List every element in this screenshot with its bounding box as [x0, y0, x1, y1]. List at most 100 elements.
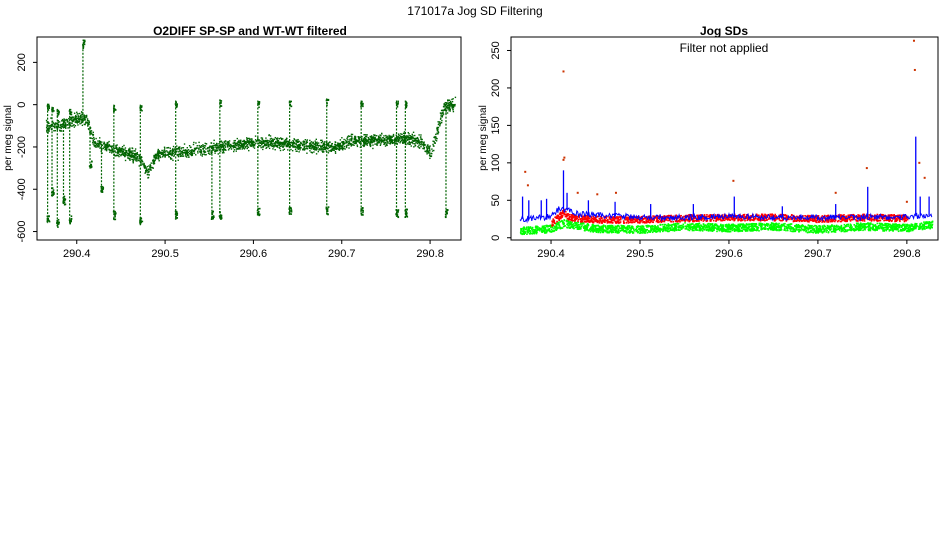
data-point — [125, 150, 128, 152]
data-point — [442, 113, 445, 115]
data-point — [738, 228, 741, 230]
data-point — [98, 141, 100, 144]
data-point — [569, 221, 571, 224]
data-point — [391, 142, 394, 145]
data-point — [213, 139, 215, 142]
data-point — [83, 117, 85, 120]
data-point — [643, 231, 646, 233]
data-point — [201, 155, 203, 157]
data-point — [680, 224, 683, 227]
data-point — [270, 140, 273, 142]
data-point — [147, 171, 149, 173]
data-point — [135, 155, 137, 157]
data-point — [858, 229, 861, 232]
data-point — [128, 158, 131, 160]
data-point — [418, 147, 421, 149]
data-point — [577, 224, 580, 226]
data-point — [135, 154, 137, 156]
data-point — [443, 106, 445, 108]
data-point — [339, 147, 342, 149]
data-point — [149, 166, 151, 168]
data-point — [328, 150, 330, 152]
data-point — [400, 135, 402, 138]
data-point — [670, 227, 672, 230]
plot-area-o2diff: 290.4 290.5 290.6 290.7 290.8-600-400-200020… — [16, 36, 462, 260]
data-point — [688, 225, 690, 228]
data-point — [248, 142, 250, 145]
data-point — [96, 144, 98, 146]
data-point — [724, 224, 727, 226]
data-point — [541, 227, 543, 229]
data-point — [109, 144, 111, 147]
data-point — [816, 229, 818, 231]
data-point — [362, 102, 364, 105]
data-point — [176, 150, 178, 152]
data-point — [58, 112, 60, 114]
data-point — [360, 104, 363, 107]
data-point — [406, 135, 408, 137]
data-point — [290, 145, 292, 147]
data-point — [213, 142, 215, 145]
data-point — [906, 227, 909, 230]
data-point — [437, 131, 440, 134]
data-point — [265, 143, 267, 145]
data-point — [114, 147, 117, 149]
data-point — [664, 223, 667, 226]
data-point — [410, 141, 413, 144]
data-point — [291, 149, 294, 152]
data-point — [649, 231, 652, 233]
data-point — [604, 225, 607, 228]
data-point — [436, 133, 438, 135]
data-point — [132, 160, 134, 163]
data-point — [312, 144, 314, 147]
data-point — [413, 139, 415, 142]
data-point — [299, 149, 301, 151]
data-point — [675, 224, 678, 227]
data-point — [258, 102, 261, 104]
data-point — [57, 221, 59, 224]
data-point — [308, 146, 311, 148]
data-point — [779, 225, 782, 227]
data-point — [572, 223, 575, 225]
data-point — [594, 225, 597, 227]
data-point — [70, 220, 72, 223]
data-point — [439, 122, 442, 125]
data-point — [249, 144, 251, 146]
data-point — [74, 118, 77, 120]
data-point — [884, 226, 886, 229]
data-point — [110, 152, 113, 154]
data-point — [81, 118, 83, 121]
data-point — [161, 149, 163, 152]
data-point — [417, 137, 419, 140]
data-point — [279, 141, 282, 143]
data-point — [255, 142, 257, 144]
data-point — [298, 147, 301, 149]
data-point — [407, 138, 409, 140]
data-point — [233, 145, 236, 147]
data-point — [389, 142, 391, 145]
data-point — [264, 144, 267, 147]
data-point — [772, 229, 774, 232]
data-point — [127, 155, 129, 157]
data-point — [376, 139, 379, 142]
data-point — [212, 149, 215, 151]
data-point — [931, 221, 933, 223]
data-point — [67, 127, 69, 129]
data-point — [258, 210, 260, 213]
data-point — [420, 145, 422, 148]
data-point — [317, 142, 320, 144]
data-point — [736, 225, 739, 227]
data-point — [630, 228, 633, 230]
data-point — [52, 122, 54, 124]
data-point — [143, 163, 145, 165]
data-point — [52, 125, 54, 127]
data-point — [589, 230, 592, 233]
data-point — [179, 155, 182, 158]
data-point — [610, 229, 613, 232]
data-point — [385, 134, 387, 137]
data-point — [125, 152, 128, 154]
data-point — [272, 138, 274, 140]
data-point — [401, 141, 404, 143]
data-point — [654, 224, 656, 227]
data-point — [389, 141, 392, 144]
